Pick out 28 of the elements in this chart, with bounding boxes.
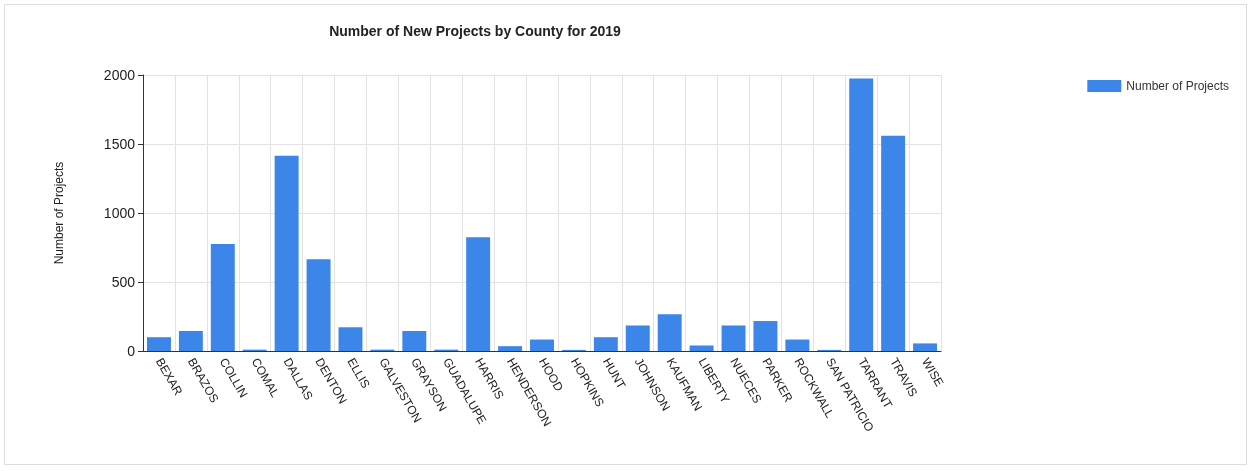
bar (849, 78, 874, 351)
bar (721, 325, 746, 351)
bar (657, 314, 682, 351)
y-axis-title: Number of Projects (52, 161, 66, 265)
bar (210, 244, 235, 351)
bar (753, 321, 778, 351)
bar (913, 343, 938, 351)
bar (466, 237, 491, 351)
y-tick-label: 2000 (103, 67, 136, 83)
y-tick-label: 1000 (103, 205, 136, 221)
bar (625, 325, 650, 351)
bar (689, 345, 714, 351)
bar (178, 330, 203, 351)
y-tick-label: 0 (127, 343, 136, 359)
bar (881, 135, 906, 351)
y-tick-label: 1500 (103, 136, 136, 152)
bar (593, 337, 618, 351)
chart-title: Number of New Projects by County for 2019 (329, 23, 622, 39)
bar (402, 330, 427, 351)
bar (274, 155, 299, 351)
bar (785, 339, 810, 351)
bar (306, 259, 331, 351)
bar (338, 327, 363, 351)
bar (530, 339, 554, 351)
bar (498, 346, 523, 351)
bar (146, 337, 171, 351)
y-tick-label: 500 (111, 274, 136, 290)
legend-label: Number of Projects (1126, 79, 1229, 93)
